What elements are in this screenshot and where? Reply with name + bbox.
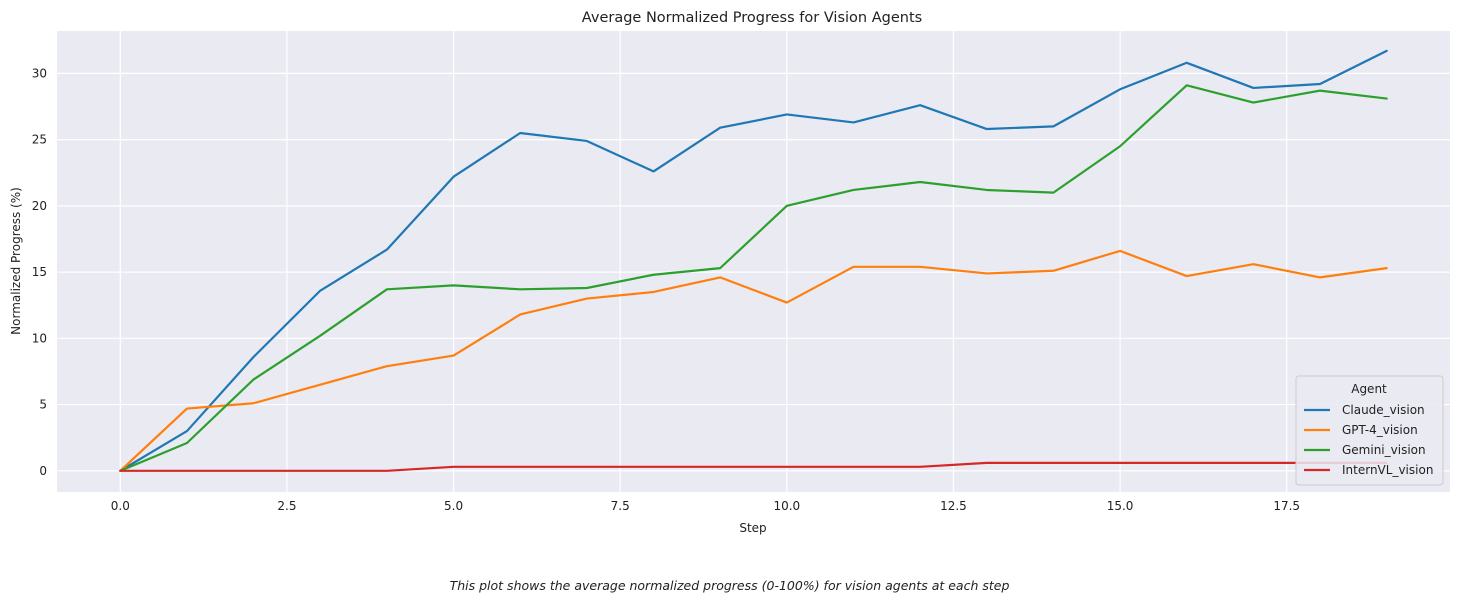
y-tick-label: 5 [39, 398, 47, 412]
series-line-internvl-vision [119, 461, 1388, 472]
y-tick-label: 30 [32, 66, 47, 80]
legend-box [1295, 375, 1444, 486]
y-tick-label: 20 [32, 199, 47, 213]
legend-label-claude-vision: Claude_vision [1342, 403, 1425, 417]
x-tick-label: 17.5 [1273, 499, 1300, 513]
y-tick-label: 10 [32, 331, 47, 345]
legend-title: Agent [1351, 382, 1387, 396]
y-tick-label: 15 [32, 265, 47, 279]
x-tick-label: 12.5 [940, 499, 967, 513]
x-tick-label: 5.0 [444, 499, 463, 513]
x-axis-ticks: 0.0 2.5 5.0 7.5 10.0 12.5 15.0 17.5 [111, 499, 1300, 513]
series-line-gemini-vision [119, 84, 1388, 472]
line-chart: Average Normalized Progress for Vision A… [9, 10, 1450, 535]
series-line-gpt-4-vision [119, 249, 1388, 472]
legend-label-gemini-vision: Gemini_vision [1342, 443, 1426, 457]
figure-caption: This plot shows the average normalized p… [449, 578, 1010, 593]
legend-label-gpt-4-vision: GPT-4_vision [1342, 423, 1418, 437]
y-tick-label: 0 [39, 464, 47, 478]
y-tick-label: 25 [32, 133, 47, 147]
x-axis-label: Step [739, 521, 766, 535]
x-tick-label: 2.5 [277, 499, 296, 513]
plot-area [57, 31, 1450, 492]
y-axis-label: Normalized Progress (%) [9, 187, 23, 335]
chart-title: Average Normalized Progress for Vision A… [582, 10, 922, 26]
x-tick-label: 0.0 [111, 499, 130, 513]
legend: Agent Claude_vision GPT-4_vision Gemini_vi… [1295, 375, 1444, 486]
x-tick-label: 10.0 [773, 499, 800, 513]
series-line-claude-vision [119, 49, 1388, 472]
y-axis-ticks: 0 5 10 15 20 25 30 [32, 66, 47, 477]
x-tick-label: 7.5 [611, 499, 630, 513]
series-lines [119, 49, 1388, 472]
legend-label-internvl-vision: InternVL_vision [1342, 463, 1433, 477]
x-tick-label: 15.0 [1107, 499, 1134, 513]
